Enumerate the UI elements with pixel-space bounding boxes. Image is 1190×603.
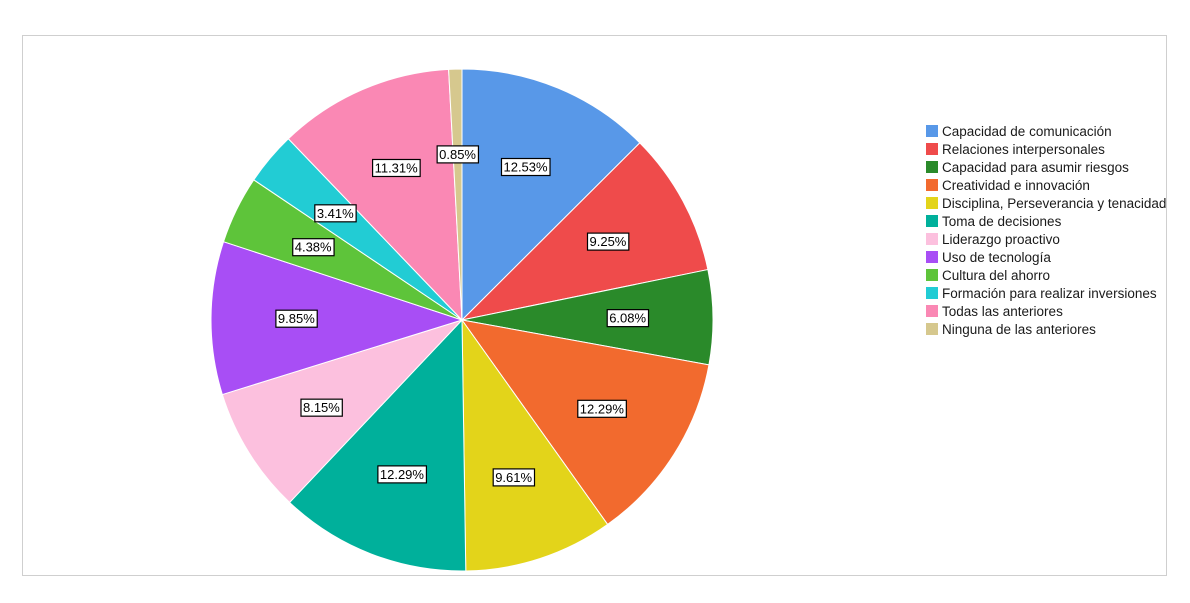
legend-item: Disciplina, Perseverancia y tenacidad: [926, 194, 1166, 212]
legend: Capacidad de comunicación Relaciones inte…: [926, 122, 1166, 338]
legend-swatch: [926, 269, 938, 281]
pie-slice: [460, 142, 709, 321]
legend-label: Capacidad de comunicación: [942, 123, 1112, 139]
legend-item: Toma de decisiones: [926, 212, 1166, 230]
pie-slice: [288, 318, 467, 572]
legend-swatch: [926, 161, 938, 173]
svg-text:8.15%: 8.15%: [303, 400, 340, 415]
pie-data-label: 0.85%: [436, 145, 480, 164]
svg-text:9.25%: 9.25%: [590, 234, 627, 249]
legend-label: Ninguna de las anteriores: [942, 321, 1096, 337]
pie-data-label: 8.15%: [300, 398, 343, 417]
svg-text:3.41%: 3.41%: [317, 206, 354, 221]
legend-swatch: [926, 305, 938, 317]
svg-text:0.85%: 0.85%: [439, 147, 476, 162]
legend-swatch: [926, 125, 938, 137]
pie-slice: [460, 319, 710, 526]
legend-item: Formación para realizar inversiones: [926, 284, 1166, 302]
legend-swatch: [926, 215, 938, 227]
legend-swatch: [926, 251, 938, 263]
legend-swatch: [926, 287, 938, 299]
legend-swatch: [926, 233, 938, 245]
svg-text:12.29%: 12.29%: [580, 401, 625, 416]
legend-label: Cultura del ahorro: [942, 267, 1051, 283]
pie-slice: [210, 241, 464, 396]
legend-label: Todas las anteriores: [942, 303, 1063, 319]
pie-slice: [461, 68, 641, 322]
pie-data-label: 12.29%: [577, 399, 627, 418]
legend-item: Cultura del ahorro: [926, 266, 1166, 284]
legend-label: Capacidad para asumir riesgos: [942, 159, 1129, 175]
legend-item: Todas las anteriores: [926, 302, 1166, 320]
pie-data-label: 9.85%: [275, 309, 318, 328]
legend-swatch: [926, 179, 938, 191]
svg-text:11.31%: 11.31%: [375, 160, 419, 175]
svg-text:6.08%: 6.08%: [609, 311, 646, 326]
pie-data-label: 4.38%: [292, 238, 335, 257]
legend-label: Liderazgo proactivo: [942, 231, 1060, 247]
legend-item: Uso de tecnología: [926, 248, 1166, 266]
legend-item: Capacidad para asumir riesgos: [926, 158, 1166, 176]
svg-text:12.53%: 12.53%: [503, 160, 548, 175]
pie-data-label: 11.31%: [371, 158, 421, 178]
pie-data-label: 9.25%: [586, 232, 630, 251]
legend-item: Relaciones interpersonales: [926, 140, 1166, 158]
pie-data-label: 9.61%: [492, 468, 536, 487]
svg-text:9.61%: 9.61%: [495, 470, 532, 485]
pie-slice: [448, 68, 463, 321]
legend-item: Creatividad e innovación: [926, 176, 1166, 194]
legend-item: Liderazgo proactivo: [926, 230, 1166, 248]
legend-swatch: [926, 143, 938, 155]
legend-swatch: [926, 323, 938, 335]
legend-label: Uso de tecnología: [942, 249, 1051, 265]
legend-label: Relaciones interpersonales: [942, 141, 1105, 157]
svg-text:9.85%: 9.85%: [278, 311, 315, 326]
pie-chart: 12.53% 9.25% 6.08% 12.29% 9.61% 12.29% 8.15% 9.…: [210, 68, 714, 572]
pie-slice: [461, 318, 609, 572]
legend-item: Capacidad de comunicación: [926, 122, 1166, 140]
legend-item: Ninguna de las anteriores: [926, 320, 1166, 338]
legend-label: Disciplina, Perseverancia y tenacidad: [942, 195, 1167, 211]
legend-label: Toma de decisiones: [942, 213, 1062, 229]
legend-label: Formación para realizar inversiones: [942, 285, 1157, 301]
pie-data-label: 3.41%: [314, 204, 357, 223]
svg-text:12.29%: 12.29%: [380, 467, 425, 482]
legend-swatch: [926, 197, 938, 209]
chart-frame: 12.53% 9.25% 6.08% 12.29% 9.61% 12.29% 8.15% 9.…: [22, 35, 1167, 576]
pie-slice: [287, 68, 463, 322]
pie-data-label: 6.08%: [606, 309, 650, 328]
svg-text:4.38%: 4.38%: [295, 240, 332, 255]
pie-data-labels: 12.53% 9.25% 6.08% 12.29% 9.61% 12.29% 8.15% 9.…: [275, 145, 650, 487]
pie-data-label: 12.29%: [377, 465, 428, 484]
legend-label: Creatividad e innovación: [942, 177, 1090, 193]
pie-data-label: 12.53%: [500, 157, 551, 177]
